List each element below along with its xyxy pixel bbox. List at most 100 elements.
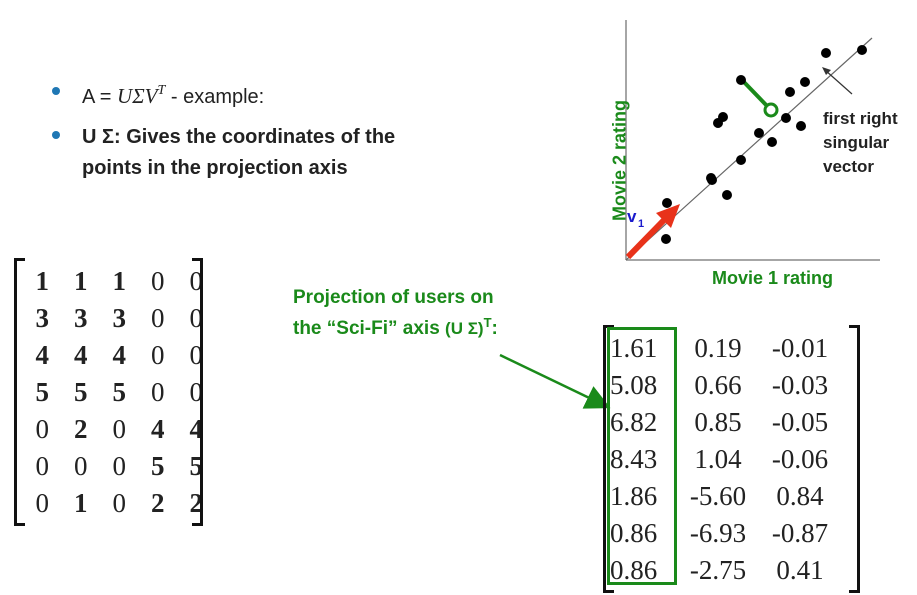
matrix-us-row: 0.86 -2.75 0.41	[608, 552, 836, 589]
matrix-us-cell: 0.86	[610, 518, 658, 548]
matrix-us-cell: -2.75	[689, 555, 747, 585]
matrix-a-cell: 0	[112, 488, 127, 518]
matrix-a-cell: 0	[74, 451, 88, 481]
matrix-us-cell: 1.04	[694, 444, 742, 474]
matrix-a-cell: 5	[151, 451, 165, 481]
matrix-us-row: 5.08 0.66 -0.03	[608, 367, 836, 404]
residual-line	[740, 78, 772, 111]
v1-vector-head	[656, 204, 680, 228]
bullet-text-coordinates: U Σ: Gives the coordinates of the points…	[82, 126, 396, 179]
matrix-us-cell: 0.66	[694, 370, 742, 400]
matrix-a-cell: 4	[35, 340, 50, 370]
matrix-us-cell: 0.85	[694, 407, 742, 437]
matrix-us-row: 1.86 -5.60 0.84	[608, 478, 836, 515]
matrix-a-cell: 0	[189, 266, 204, 296]
scatter-points	[661, 45, 867, 244]
scatter-point	[821, 48, 831, 58]
matrix-us-row: 8.43 1.04 -0.06	[608, 441, 836, 478]
matrix-us-right-bracket	[849, 325, 860, 593]
scatter-plot: v 1	[625, 20, 880, 261]
matrix-a-cell: 0	[151, 303, 165, 333]
matrix-a-cell: 5	[35, 377, 50, 407]
annotation-arrow-head	[822, 67, 831, 75]
bullet-item-example: A = UΣVT - example:	[52, 78, 412, 110]
matrix-a-cell: 0	[112, 414, 127, 444]
matrix-a-cell: 4	[189, 414, 204, 444]
matrix-us-cell: 0.86	[610, 555, 658, 585]
matrix-a-cell: 3	[35, 303, 50, 333]
matrix-a-cell: 1	[74, 266, 88, 296]
matrix-us-cell: -0.87	[771, 518, 829, 548]
matrix-a-cell: 0	[151, 266, 165, 296]
matrix-us-cell: 8.43	[610, 444, 658, 474]
matrix-a-cell: 2	[74, 414, 88, 444]
matrix-us-cell: 1.61	[610, 333, 658, 363]
y-axis-label: Movie 2 rating	[609, 99, 630, 222]
projection-label-line1: Projection of users on	[293, 287, 494, 308]
matrix-a-left-bracket	[14, 258, 25, 526]
matrix-us-row: 0.86 -6.93 -0.87	[608, 515, 836, 552]
matrix-us-cell: 6.82	[610, 407, 658, 437]
matrix-us-cell: -0.03	[771, 370, 829, 400]
bullet-dot	[52, 131, 60, 139]
v1-vector-shaft	[625, 213, 671, 260]
matrix-us-row: 1.61 0.19 -0.01	[608, 330, 836, 367]
projection-point	[763, 102, 779, 118]
matrix-a-cell: 4	[74, 340, 88, 370]
matrix-us-cell: -0.05	[771, 407, 829, 437]
matrix-us-cell: -0.01	[771, 333, 829, 363]
scatter-point	[785, 87, 795, 97]
scatter-point	[781, 113, 791, 123]
scatter-point	[661, 234, 671, 244]
singular-vector-annotation: first right singular vector	[823, 109, 898, 176]
matrix-a-cell: 3	[74, 303, 88, 333]
matrix-a-cell: 2	[189, 488, 204, 518]
projection-label: Projection of users on the “Sci-Fi” axis…	[293, 285, 593, 341]
matrix-a-cell: 0	[35, 414, 50, 444]
scatter-point	[736, 155, 746, 165]
matrix-us-cell: 5.08	[610, 370, 658, 400]
matrix-a-cell: 4	[151, 414, 165, 444]
matrix-a-cell: 0	[35, 488, 50, 518]
matrix-a-cell: 0	[112, 451, 127, 481]
sci-fi-column-highlight	[607, 327, 677, 585]
matrix-a-cell: 1	[35, 266, 50, 296]
matrix-u-sigma: 1.61 0.19 -0.01 5.08 0.66 -0.03 6.82 0.85 -0.05 8…	[608, 330, 836, 589]
scatter-point	[800, 77, 810, 87]
matrix-a-cell: 0	[35, 451, 50, 481]
matrix-us-cell: -6.93	[689, 518, 747, 548]
matrix-us-cell: 1.86	[610, 481, 658, 511]
matrix-us-cell: 0.84	[776, 481, 824, 511]
scatter-point	[662, 198, 672, 208]
matrix-a-cell: 1	[112, 266, 127, 296]
projection-arrow	[499, 353, 611, 409]
matrix-a-cell: 0	[189, 377, 204, 407]
annotation-arrow-line	[824, 69, 853, 95]
scatter-point	[767, 137, 777, 147]
matrix-a-cell: 0	[189, 303, 204, 333]
matrix-us-cell: 0.41	[776, 555, 824, 585]
scatter-point	[722, 190, 732, 200]
matrix-a-cell: 5	[74, 377, 88, 407]
scatter-point	[796, 121, 806, 131]
matrix-a-cell: 0	[151, 377, 165, 407]
matrix-a-cell: 4	[112, 340, 127, 370]
v1-label: v	[627, 207, 637, 226]
matrix-a-cell: 5	[189, 451, 204, 481]
matrix-us-left-bracket	[603, 325, 614, 593]
matrix-us-row: 6.82 0.85 -0.05	[608, 404, 836, 441]
matrix-a-cell: 2	[151, 488, 165, 518]
matrix-us-cell: 0.19	[694, 333, 742, 363]
matrix-a-right-bracket	[192, 258, 203, 526]
x-axis-label: Movie 1 rating	[712, 268, 834, 288]
bullet-item-coordinates: U Σ: Gives the coordinates of the points…	[52, 122, 412, 184]
matrix-us-cell: -5.60	[689, 481, 747, 511]
